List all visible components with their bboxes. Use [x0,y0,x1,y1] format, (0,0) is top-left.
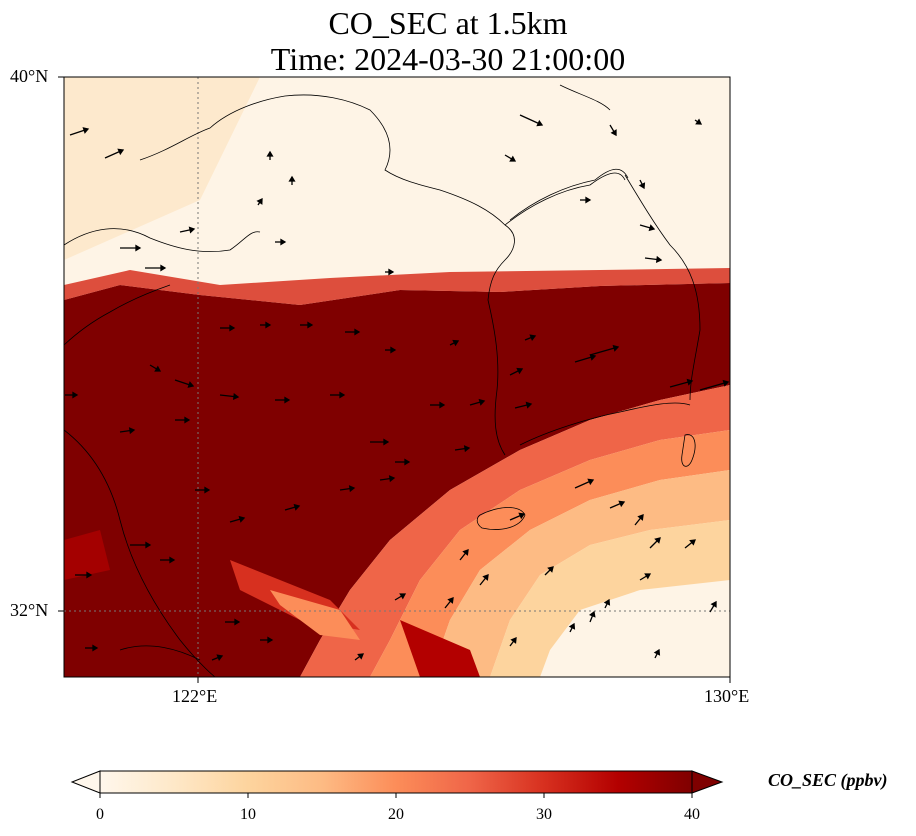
wind-arrow-head [388,475,396,483]
wind-arrow-head [72,391,79,399]
wind-arrow-head [654,537,661,544]
wind-arrow-head [525,401,533,409]
wind-arrow [589,346,619,356]
wind-arrow-head [637,514,644,521]
wind-arrow-head [390,346,397,354]
lon-tick-122e: 122°E [172,686,218,706]
wind-arrow-head [216,654,224,662]
wind-arrow-head [388,268,395,276]
wind-arrow-head [638,182,646,190]
wind-arrow-head [229,324,236,332]
wind-arrow-head [603,598,611,606]
wind-arrow-head [154,365,162,372]
wind-arrow-head [518,512,526,520]
wind-arrow-head [618,500,626,508]
colorbar [70,770,724,798]
wind-arrow-head [589,353,597,361]
wind-arrow-head [354,328,361,336]
wind-arrow-head [188,226,196,234]
wind-arrow-head [644,573,652,580]
wind-arrow-head [547,566,554,573]
wind-arrow-head [82,127,90,134]
wind-arrow-head [686,378,694,386]
wind-arrow-head [695,118,703,125]
wind-arrow-head [145,541,152,549]
wind-arrow-head [612,344,620,352]
wind-arrow-head [234,618,241,626]
wind-arrow-head [265,321,272,329]
wind-arrow-head [653,648,661,656]
wind-arrow-head [187,381,195,388]
lat-tick-32n: 32°N [10,600,49,620]
wind-arrow-head [267,636,274,644]
wind-arrow-head [710,600,717,608]
wind-arrow-head [585,196,592,204]
wind-arrow-head [655,255,663,263]
wind-arrow-head [482,574,489,581]
lon-tick-130e: 130°E [704,686,750,706]
colorbar-tick-10: 10 [240,806,256,823]
colorbar-tick-40: 40 [684,806,700,823]
wind-arrow-head [516,367,524,375]
wind-arrow-head [399,593,407,600]
wind-arrow-head [568,622,576,630]
wind-arrow-head [529,334,537,342]
wind-arrow-head [160,264,167,272]
wind-arrow-head [256,197,263,205]
wind-arrow-head [648,224,656,232]
wind-arrow-head [439,401,446,409]
wind-arrow-head [510,636,517,644]
wind-arrow-head [452,339,460,347]
wind-arrow-head [266,150,274,157]
wind-arrow-head [587,478,595,486]
wind-arrow-head [588,610,596,618]
wind-arrow-head [339,391,346,399]
concentration-field [64,77,730,677]
wind-arrow-head [536,119,544,127]
wind-arrow-head [447,597,454,604]
wind-arrow-head [404,458,411,466]
wind-arrow-head [284,396,291,404]
wind-arrow-head [348,485,356,493]
wind-arrow-head [128,427,136,435]
wind-arrow-head [462,549,469,556]
wind-arrow-head [463,445,471,453]
wind-arrow-head [135,244,142,252]
wind-arrow-head [610,129,617,137]
wind-arrow-head [86,571,93,579]
wind-arrow-head [689,539,696,546]
wind-arrow-head [184,416,191,424]
wind-arrow-head [232,392,240,401]
wind-arrow-head [169,556,176,564]
colorbar-tick-0: 0 [96,806,104,823]
wind-arrow-head [293,503,301,511]
wind-arrow-head [509,155,517,162]
lat-tick-40n: 40°N [10,66,49,86]
wind-arrow-head [204,486,211,494]
wind-arrow-head [238,515,246,523]
wind-vectors [65,114,730,662]
map-title: CO_SEC at 1.5km [328,5,568,41]
wind-arrow-head [92,644,99,652]
coastline [64,84,701,677]
wind-arrow-head [383,438,390,446]
colorbar-label: CO_SEC (ppbv) [768,770,888,790]
map-time: Time: 2024-03-30 21:00:00 [270,41,626,77]
colorbar-tick-20: 20 [388,806,404,823]
wind-arrow [699,381,729,391]
colorbar-tick-30: 30 [536,806,552,823]
wind-arrow-head [722,379,730,387]
wind-arrow-head [357,653,365,660]
wind-arrow-head [280,238,287,246]
wind-arrow-head [478,398,486,406]
wind-arrow-head [307,321,314,329]
wind-arrow-head [288,175,296,182]
wind-arrow-head [117,148,125,156]
